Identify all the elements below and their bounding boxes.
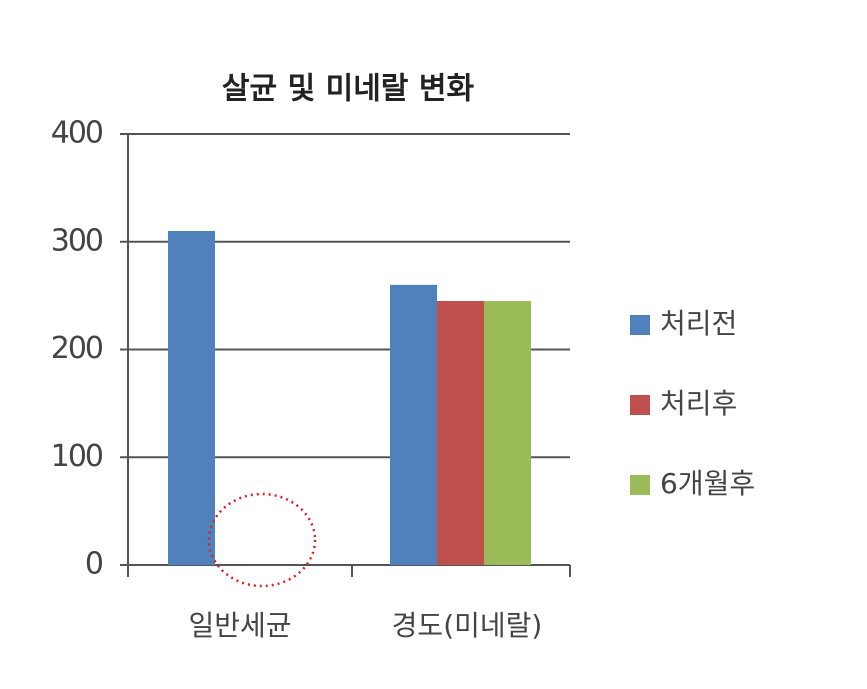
- legend-swatch: [630, 315, 650, 335]
- legend-label: 처리후: [660, 387, 737, 420]
- highlight-circle: [207, 492, 317, 588]
- y-tick-label: 100: [51, 439, 103, 474]
- y-tick-label: 400: [51, 116, 103, 151]
- bar: [437, 301, 484, 565]
- chart-title: 살균 및 미네랄 변화: [222, 72, 475, 107]
- bar: [168, 230, 215, 565]
- x-tick-label: 일반세균: [188, 609, 291, 642]
- legend-swatch: [630, 475, 650, 495]
- y-tick-label: 300: [51, 223, 103, 258]
- legend-swatch: [630, 395, 650, 415]
- legend-label: 6개월후: [660, 467, 755, 500]
- legend-label: 처리전: [660, 307, 737, 340]
- bar: [390, 284, 437, 565]
- y-tick-label: 200: [51, 331, 103, 366]
- x-tick-label: 경도(미네랄): [392, 609, 543, 642]
- y-tick-label: 0: [85, 547, 103, 582]
- bar: [484, 301, 531, 565]
